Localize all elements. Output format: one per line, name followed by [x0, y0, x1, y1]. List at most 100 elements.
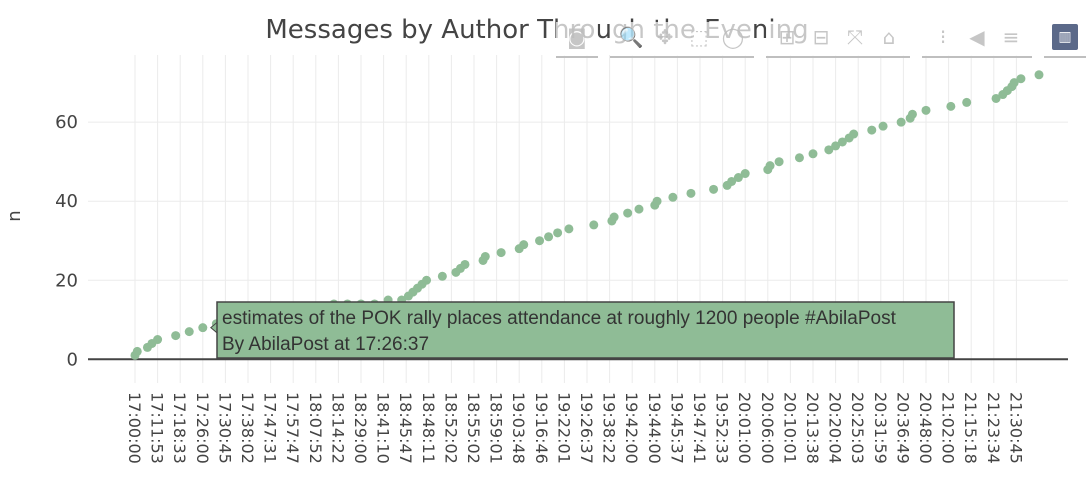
data-point[interactable]: [808, 149, 818, 159]
lasso-select-icon[interactable]: ◯: [721, 25, 745, 49]
data-point[interactable]: [946, 101, 956, 111]
x-tick-label: 19:16:46: [532, 392, 551, 464]
y-tick-label: 0: [67, 349, 78, 370]
data-point[interactable]: [609, 212, 619, 222]
plotly-logo-icon[interactable]: ▥: [1050, 22, 1080, 52]
data-point[interactable]: [422, 275, 432, 285]
zoom-in-icon[interactable]: ⊞: [778, 25, 796, 49]
x-tick-label: 19:03:48: [509, 392, 528, 464]
x-tick-label: 20:10:01: [780, 392, 799, 464]
tooltip-box: [216, 301, 955, 359]
x-tick-label: 19:44:00: [645, 392, 664, 464]
x-tick-label: 21:30:45: [1006, 392, 1025, 464]
data-point[interactable]: [171, 331, 181, 341]
x-tick-label: 17:26:00: [193, 392, 212, 464]
x-tick-label: 18:14:22: [328, 392, 347, 464]
data-point[interactable]: [921, 105, 931, 115]
data-point[interactable]: [878, 121, 888, 131]
data-point[interactable]: [1016, 74, 1026, 84]
x-tick-label: 19:47:41: [690, 392, 709, 464]
camera-icon[interactable]: ◙: [567, 25, 587, 49]
x-tick-label: 18:55:02: [464, 392, 483, 464]
data-point[interactable]: [437, 271, 447, 281]
x-tick-label: 19:45:37: [667, 392, 686, 464]
hover-compare-icon[interactable]: ≡: [1002, 25, 1020, 49]
y-tick-label: 20: [55, 270, 78, 291]
x-tick-label: 19:42:00: [622, 392, 641, 464]
hover-closest-icon[interactable]: ◀: [969, 25, 985, 49]
data-point[interactable]: [553, 228, 563, 238]
modebar-group: ▥: [1044, 22, 1086, 58]
data-point[interactable]: [589, 220, 599, 230]
data-point[interactable]: [794, 153, 804, 163]
data-point[interactable]: [727, 176, 737, 186]
x-tick-label: 19:52:33: [713, 392, 732, 464]
y-axis-label: n: [4, 210, 25, 221]
x-tick-label: 19:22:01: [554, 392, 573, 464]
x-tick-label: 20:48:00: [916, 392, 935, 464]
modebar-group: ◙: [556, 22, 598, 58]
hover-tooltip: estimates of the POK rally places attend…: [210, 301, 955, 359]
data-point[interactable]: [837, 137, 847, 147]
data-point[interactable]: [634, 204, 644, 214]
autoscale-icon[interactable]: ⤧: [847, 25, 863, 49]
zoom-icon[interactable]: 🔍: [618, 25, 644, 49]
x-tick-label: 20:20:04: [826, 392, 845, 464]
data-point[interactable]: [460, 259, 470, 269]
data-point[interactable]: [765, 161, 775, 171]
y-axis: 0 20 40 60: [55, 112, 78, 370]
data-point[interactable]: [962, 97, 972, 107]
data-point[interactable]: [480, 252, 490, 262]
y-tick-label: 40: [55, 191, 78, 212]
data-point[interactable]: [153, 335, 163, 345]
x-tick-label: 18:45:47: [396, 392, 415, 464]
modebar-group: ⁝ ◀ ≡: [922, 22, 1032, 58]
data-point[interactable]: [733, 173, 743, 183]
data-point[interactable]: [519, 240, 529, 250]
data-point[interactable]: [623, 208, 633, 218]
modebar-group: ⊞ ⊟ ⤧ ⌂: [766, 22, 910, 58]
x-tick-label: 18:41:10: [374, 392, 393, 464]
x-tick-label: 18:52:02: [441, 392, 460, 464]
box-select-icon[interactable]: ⬚: [689, 25, 709, 49]
data-point[interactable]: [1034, 70, 1044, 80]
spike-lines-icon[interactable]: ⁝: [939, 25, 947, 49]
data-point[interactable]: [991, 93, 1001, 103]
data-point[interactable]: [831, 141, 841, 151]
x-tick-label: 18:29:00: [351, 392, 370, 464]
data-point[interactable]: [709, 184, 719, 194]
data-point[interactable]: [652, 196, 662, 206]
data-point[interactable]: [907, 109, 917, 119]
zoom-out-icon[interactable]: ⊟: [812, 25, 830, 49]
x-tick-label: 19:38:22: [600, 392, 619, 464]
x-tick-label: 21:23:34: [984, 392, 1003, 464]
data-point[interactable]: [686, 188, 696, 198]
data-point[interactable]: [1009, 78, 1019, 88]
data-point[interactable]: [867, 125, 877, 135]
x-axis: 17:00:00 17:11:53 17:18:33 17:26:00 17:30:45…: [125, 392, 1025, 464]
data-point[interactable]: [740, 169, 750, 179]
data-point[interactable]: [184, 327, 194, 337]
home-icon[interactable]: ⌂: [882, 25, 896, 49]
x-tick-label: 20:31:59: [871, 392, 890, 464]
data-point[interactable]: [496, 248, 506, 258]
data-point[interactable]: [132, 346, 142, 356]
x-tick-label: 20:06:00: [758, 392, 777, 464]
data-point[interactable]: [774, 157, 784, 167]
x-tick-label: 17:18:33: [170, 392, 189, 464]
x-tick-label: 19:26:37: [577, 392, 596, 464]
x-tick-label: 17:00:00: [125, 392, 144, 464]
data-point[interactable]: [535, 236, 545, 246]
data-point[interactable]: [544, 232, 554, 242]
data-point[interactable]: [849, 129, 859, 139]
data-point[interactable]: [564, 224, 574, 234]
data-point[interactable]: [824, 145, 834, 155]
modebar: ◙ 🔍 ✥ ⬚ ◯ ⊞ ⊟ ⤧ ⌂ ⁝ ◀ ≡ ▥: [556, 22, 1086, 58]
data-point[interactable]: [896, 117, 906, 127]
data-point[interactable]: [668, 192, 678, 202]
data-point[interactable]: [198, 323, 208, 333]
tooltip-message: estimates of the POK rally places attend…: [222, 308, 897, 329]
pan-icon[interactable]: ✥: [656, 25, 674, 49]
x-tick-label: 17:57:47: [283, 392, 302, 464]
